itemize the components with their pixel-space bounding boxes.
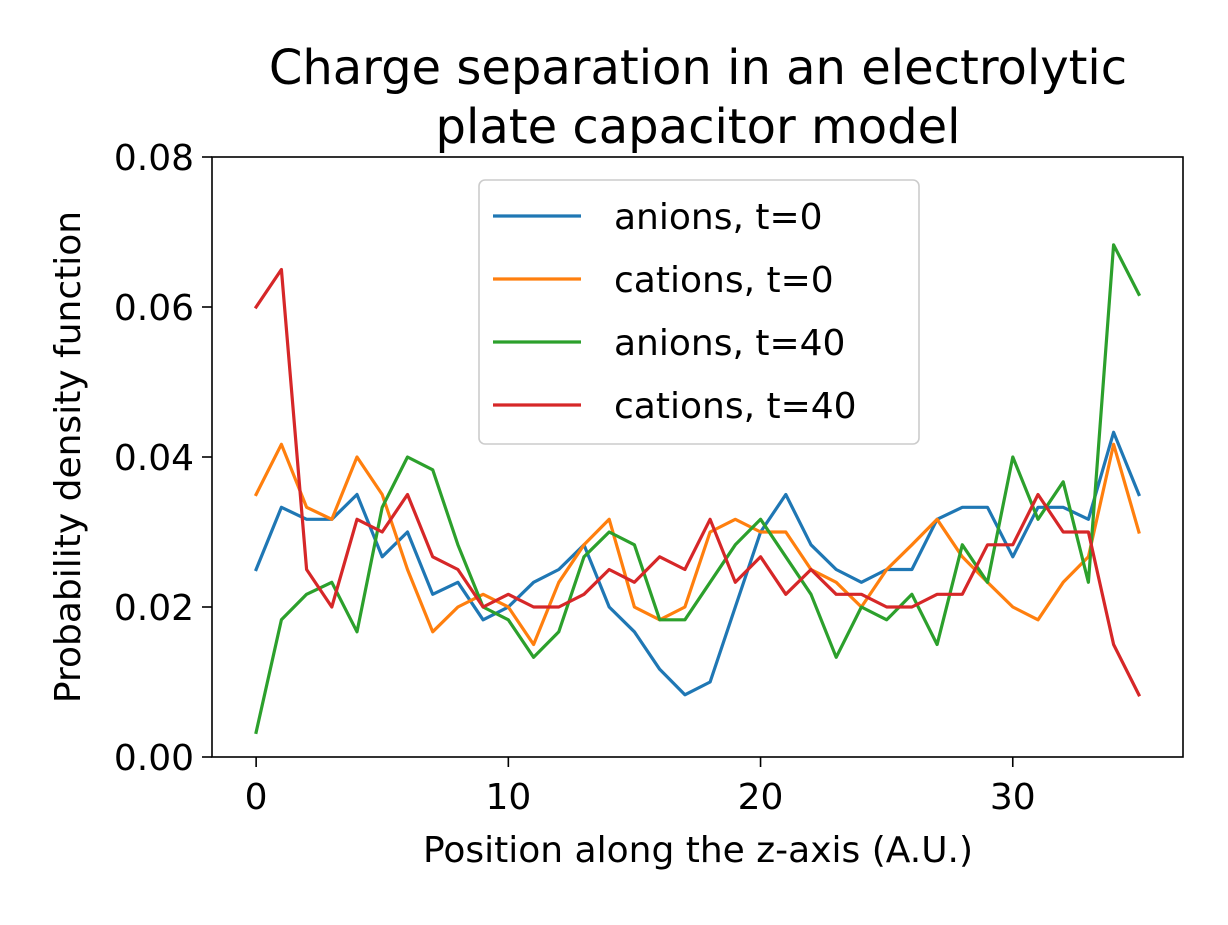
- series-line-anions-t-0: [254, 430, 1141, 697]
- legend-label-cations-t-40: cations, t=40: [614, 386, 857, 427]
- y-axis-label: Probability density function: [48, 211, 89, 703]
- series-layer: [253, 243, 1142, 735]
- legend-label-cations-t-0: cations, t=0: [614, 260, 834, 301]
- chart-title: Charge separation in an electrolytic pla…: [269, 40, 1127, 155]
- x-tick-label: 30: [990, 777, 1036, 818]
- y-tick-label: 0.04: [114, 438, 194, 479]
- legend-label-anions-t-0: anions, t=0: [614, 197, 823, 238]
- legend: anions, t=0 cations, t=0 anions, t=40 catio…: [478, 179, 920, 445]
- series-line-cations-t-40: [253, 267, 1142, 697]
- chart-title-line-2: plate capacitor model: [436, 99, 961, 155]
- x-tick-label: 10: [485, 777, 531, 818]
- y-tick-label: 0.02: [114, 588, 194, 629]
- chart-title-line-1: Charge separation in an electrolytic: [269, 40, 1127, 96]
- legend-label-anions-t-40: anions, t=40: [614, 323, 845, 364]
- legend-entries: anions, t=0 cations, t=0 anions, t=40 catio…: [493, 197, 857, 427]
- y-tick-label: 0.00: [114, 738, 194, 779]
- x-tick-label: 20: [738, 777, 784, 818]
- y-tick-label: 0.06: [114, 288, 194, 329]
- series-line-cations-t-0: [253, 442, 1141, 647]
- x-axis-ticks: 0 10 20 30: [245, 757, 1036, 818]
- x-axis-label: Position along the z-axis (A.U.): [423, 830, 973, 871]
- plot-area-frame: [211, 156, 1184, 758]
- y-tick-label: 0.08: [114, 138, 194, 179]
- series-line-anions-t-40: [254, 243, 1142, 735]
- y-axis-ticks: 0.00 0.02 0.04 0.06 0.08: [114, 138, 212, 779]
- legend-box: [478, 179, 920, 445]
- x-tick-label: 0: [245, 777, 268, 818]
